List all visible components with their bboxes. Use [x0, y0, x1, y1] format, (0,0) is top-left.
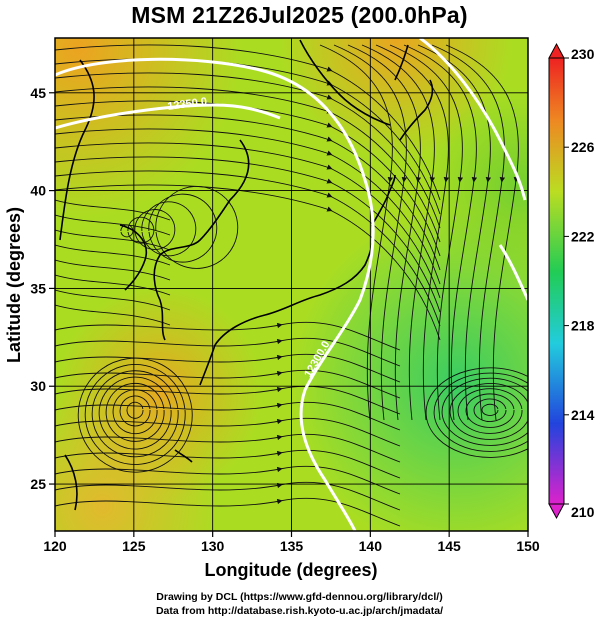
streamline [55, 86, 441, 243]
streamline [425, 367, 528, 458]
streamline [55, 289, 171, 311]
colorbar-tick-label: 230 [571, 46, 595, 62]
streamline [55, 229, 171, 251]
y-tick-label: 30 [30, 378, 46, 394]
streamline [441, 377, 528, 446]
streamline [375, 44, 450, 421]
x-tick-label: 125 [122, 538, 146, 554]
streamline [126, 401, 144, 419]
streamline [148, 193, 218, 263]
footer-credit-data: Data from http://database.rish.kyoto-u.a… [155, 605, 444, 617]
streamline [155, 185, 239, 269]
streamline [55, 369, 401, 399]
streamline [134, 209, 176, 250]
colorbar-min-arrow [548, 503, 565, 520]
colorbar-tick-label: 222 [571, 228, 595, 244]
streamline [98, 376, 172, 450]
y-axis: 25 30 35 40 45 [30, 85, 55, 492]
y-tick-label: 25 [30, 476, 46, 492]
streamline [55, 497, 401, 527]
footer-credit-dcl: Drawing by DCL (https://www.gfd-dennou.o… [156, 591, 443, 603]
x-axis: 120 125 130 135 140 145 150 [43, 531, 540, 554]
streamline [55, 337, 401, 367]
streamline [55, 44, 441, 201]
footer: Drawing by DCL (https://www.gfd-dennou.o… [0, 590, 599, 618]
streamline [55, 259, 171, 281]
colorbar-tick-label: 218 [571, 318, 595, 334]
streamline [55, 114, 441, 271]
streamline [55, 304, 171, 326]
streamline [141, 201, 197, 257]
streamline [55, 170, 441, 327]
streamline [55, 274, 171, 296]
streamline [449, 383, 528, 440]
streamline [55, 353, 401, 383]
contour-label-upper: 12350.0 [167, 96, 208, 113]
streamline [55, 100, 441, 257]
x-tick-label: 130 [201, 538, 225, 554]
streamline [112, 389, 158, 435]
x-tick-label: 140 [359, 538, 383, 554]
streamline [55, 385, 401, 415]
streamline [55, 481, 401, 511]
chart-title: MSM 21Z26Jul2025 (200.0hPa) [131, 2, 468, 28]
streamline [433, 372, 528, 452]
colorbar-fill [548, 57, 565, 505]
x-tick-label: 120 [43, 538, 67, 554]
streamline [347, 44, 422, 421]
streamline [333, 44, 408, 421]
streamline [55, 214, 171, 236]
streamline [431, 44, 506, 421]
streamline [55, 142, 441, 299]
colorbar: 230 226 222 218 214 210 [548, 42, 595, 520]
streamline [55, 433, 401, 463]
colorbar-ticks: 230 226 222 218 214 210 [564, 46, 595, 520]
x-tick-label: 135 [280, 538, 304, 554]
colorbar-tick-label: 214 [571, 407, 595, 423]
streamline [465, 393, 515, 428]
streamline [481, 403, 499, 416]
streamline [403, 44, 478, 421]
streamline [55, 128, 441, 285]
grid-lines [55, 38, 528, 531]
x-tick-label: 145 [437, 538, 461, 554]
streamline [389, 44, 464, 421]
streamline [55, 72, 441, 229]
y-tick-label: 40 [30, 183, 46, 199]
y-axis-label: Latitude (degrees) [4, 207, 24, 363]
streamline [77, 357, 193, 473]
wind-streamlines [55, 44, 528, 527]
map-figure: 12350.0 12300.0 120 125 130 135 140 145 150 25… [4, 37, 595, 580]
streamline [119, 395, 151, 427]
streamline [84, 364, 186, 465]
plot-area: 12350.0 12300.0 [55, 38, 528, 531]
colorbar-tick-label: 210 [571, 504, 595, 520]
streamline [55, 199, 171, 221]
streamline [55, 184, 441, 341]
streamline [55, 156, 441, 313]
y-tick-label: 45 [30, 85, 46, 101]
streamline [445, 44, 520, 421]
x-tick-label: 150 [516, 538, 540, 554]
streamline [55, 417, 401, 447]
height-contours [55, 38, 528, 531]
streamline [55, 449, 401, 479]
colorbar-max-arrow [548, 42, 565, 59]
streamline [473, 398, 507, 422]
streamline [55, 401, 401, 431]
streamline [91, 370, 179, 458]
streamline [457, 388, 523, 434]
streamline [55, 465, 401, 495]
streamline [319, 44, 394, 421]
streamline [361, 44, 436, 421]
streamline [417, 44, 492, 421]
colorbar-tick-label: 226 [571, 139, 595, 155]
y-tick-label: 35 [30, 280, 46, 296]
streamline [105, 383, 165, 442]
streamline [55, 321, 401, 351]
coastlines [59, 39, 434, 511]
x-axis-label: Longitude (degrees) [204, 560, 377, 580]
